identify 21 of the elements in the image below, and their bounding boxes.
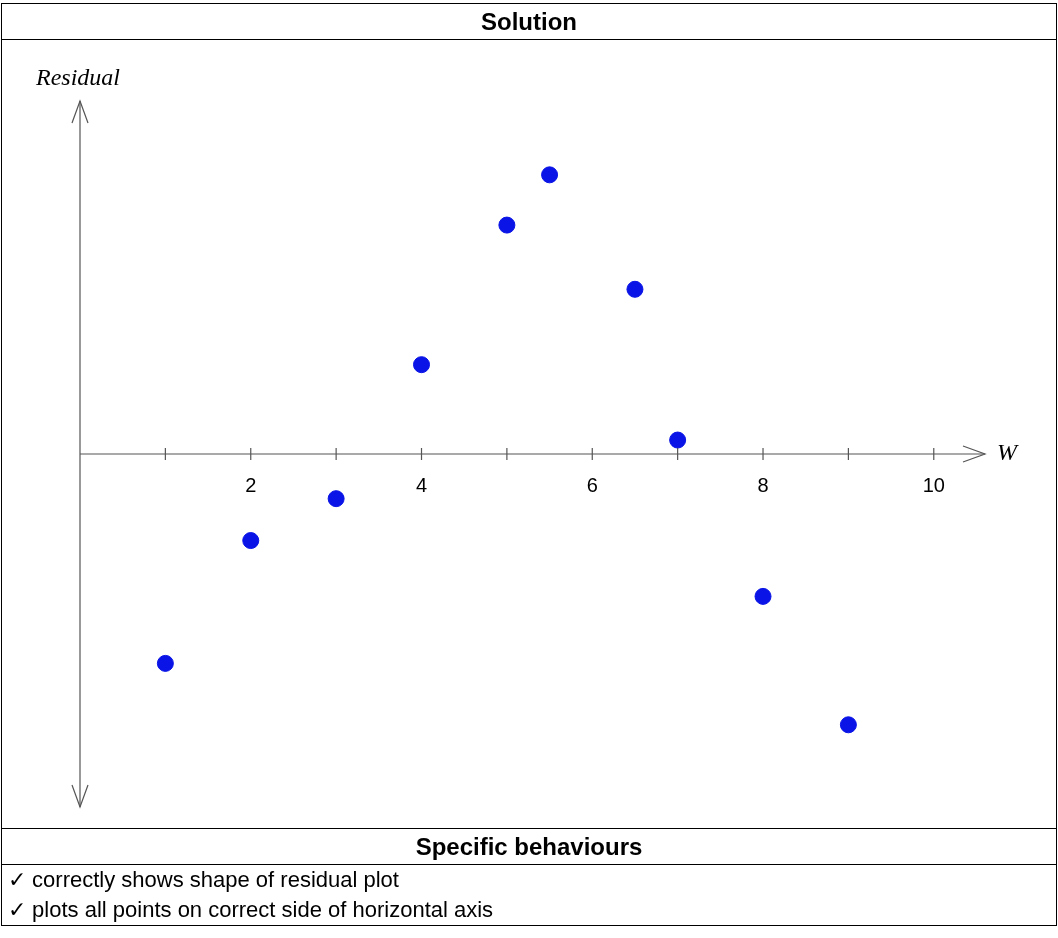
x-axis-title: W <box>997 439 1019 466</box>
text: ✓ plots all points on correct side of horizontal axis <box>7 896 495 924</box>
point <box>541 166 559 184</box>
x-tick-label: 8 <box>757 473 769 496</box>
text: ✓ correctly shows shape of residual plot <box>7 866 400 894</box>
text: Specific behaviours <box>2 828 1056 865</box>
point <box>626 280 644 298</box>
x-tick-label: 10 <box>922 473 945 496</box>
y-axis-title: Residual <box>35 64 121 91</box>
point <box>413 356 431 374</box>
point <box>156 654 174 672</box>
point <box>327 490 345 508</box>
point <box>839 716 857 734</box>
x-tick-label: 4 <box>415 473 428 496</box>
point <box>754 587 772 605</box>
x-tick-label: 2 <box>245 473 257 496</box>
x-tick-label: 6 <box>586 473 598 496</box>
point <box>669 431 687 449</box>
chart-title: Solution <box>2 4 1056 40</box>
point <box>242 532 260 550</box>
point <box>498 216 516 234</box>
